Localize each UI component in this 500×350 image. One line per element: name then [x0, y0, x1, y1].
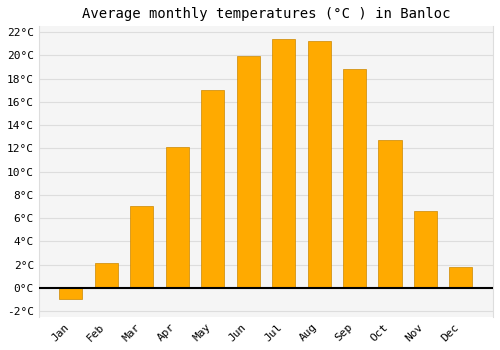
Bar [414, 211, 437, 288]
Bar [166, 147, 189, 288]
Bar [130, 206, 154, 288]
Bar [95, 263, 118, 288]
Bar [378, 140, 402, 288]
Bar [201, 90, 224, 288]
Bar [308, 41, 330, 288]
Bar [272, 39, 295, 288]
Title: Average monthly temperatures (°C ) in Banloc: Average monthly temperatures (°C ) in Ba… [82, 7, 450, 21]
Bar [236, 56, 260, 288]
Bar [343, 69, 366, 288]
Bar [450, 267, 472, 288]
Bar [60, 288, 82, 299]
